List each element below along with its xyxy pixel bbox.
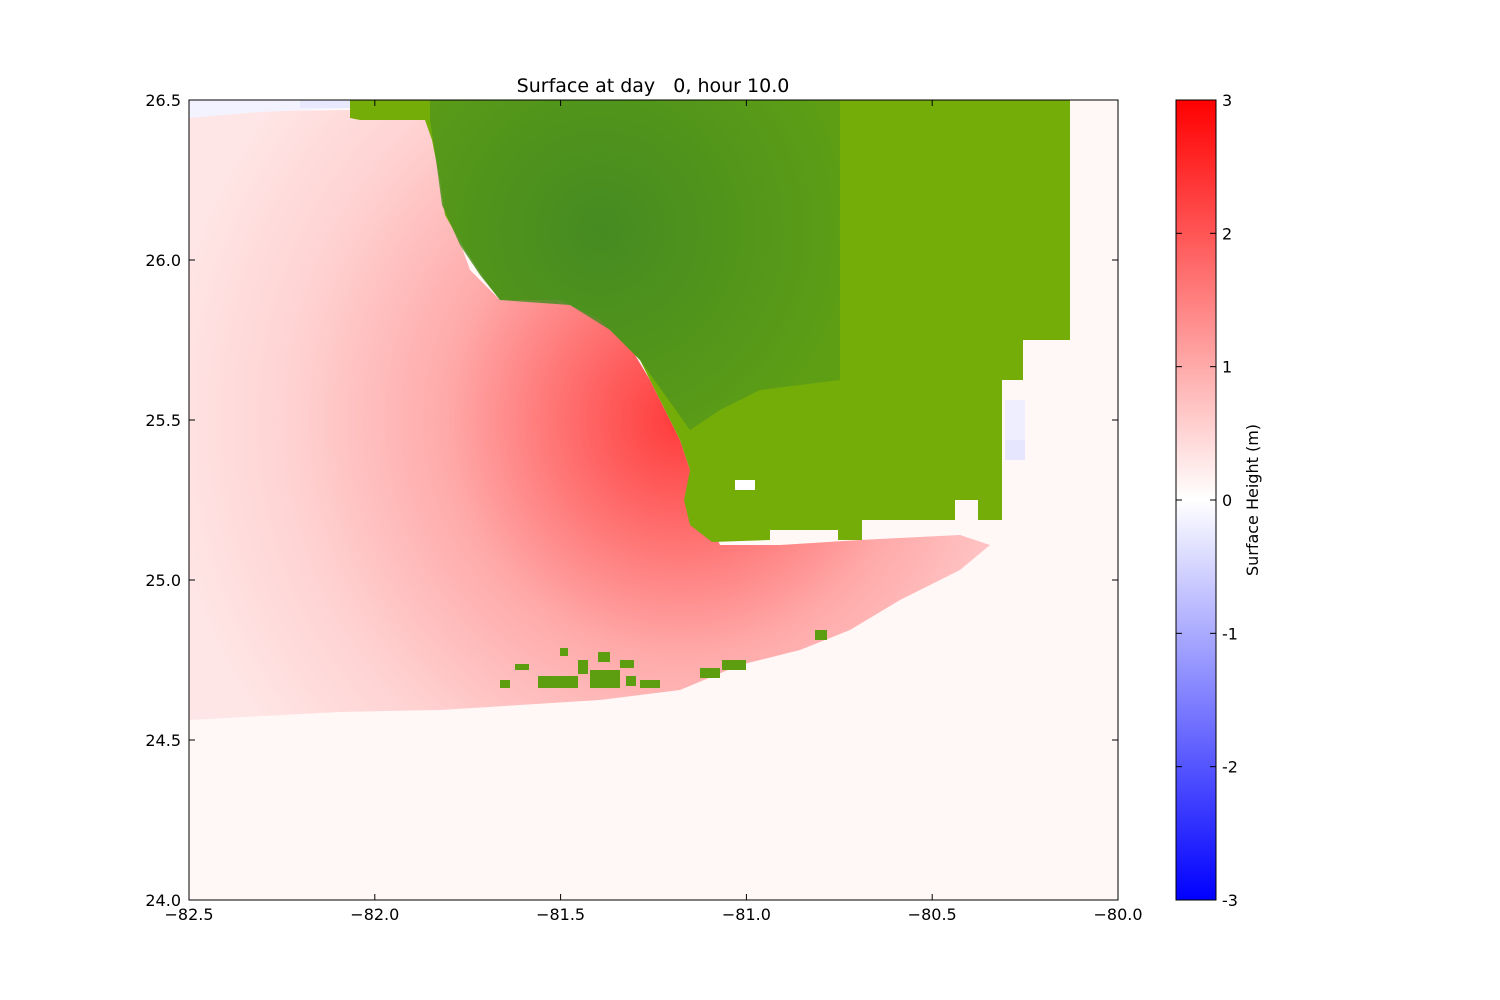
- weak-negative-cell-2: [1005, 440, 1025, 460]
- colorbar: 3 2 1 0 -1 -2 -3 Surface Height (m): [1175, 91, 1262, 910]
- colorbar-tick-label: -1: [1222, 624, 1238, 643]
- x-tick-label: −81.5: [536, 905, 585, 924]
- y-tick-label: 24.5: [145, 731, 181, 750]
- colorbar-tick-label: -2: [1222, 758, 1238, 777]
- colorbar-tick-label: 0: [1222, 491, 1232, 510]
- plot-frame: [188, 99, 1119, 901]
- mainland-dark-region: [430, 100, 840, 430]
- y-tick-label: 25.0: [145, 571, 181, 590]
- y-axis: 24.0 24.5 25.0 25.5 26.0 26.5: [145, 91, 1118, 910]
- colorbar-tick-label: 2: [1222, 224, 1232, 243]
- x-axis: −82.5 −82.0 −81.5 −81.0 −80.5 −80.0: [164, 100, 1143, 924]
- colorbar-tick-label: 1: [1222, 358, 1232, 377]
- colorbar-tick-label: 3: [1222, 91, 1232, 110]
- weak-negative-cell-3: [300, 100, 350, 108]
- x-tick-label: −80.5: [908, 905, 957, 924]
- surge-field: [189, 110, 990, 720]
- y-tick-label: 25.5: [145, 411, 181, 430]
- y-tick-label: 24.0: [145, 891, 181, 910]
- x-tick-label: −82.0: [350, 905, 399, 924]
- colorbar-label: Surface Height (m): [1243, 424, 1262, 576]
- y-tick-label: 26.0: [145, 251, 181, 270]
- chart-title: Surface at day 0, hour 10.0: [517, 75, 790, 97]
- land-notch-white: [735, 480, 755, 490]
- colorbar-ticks: 3 2 1 0 -1 -2 -3: [1176, 91, 1238, 910]
- plot-area: [189, 100, 1118, 900]
- x-tick-label: −81.0: [722, 905, 771, 924]
- x-tick-label: −82.5: [164, 905, 213, 924]
- florida-keys: [500, 630, 827, 688]
- y-tick-label: 26.5: [145, 91, 181, 110]
- weak-negative-cell: [1005, 400, 1025, 440]
- x-tick-label: −80.0: [1093, 905, 1142, 924]
- colorbar-tick-label: -3: [1222, 891, 1238, 910]
